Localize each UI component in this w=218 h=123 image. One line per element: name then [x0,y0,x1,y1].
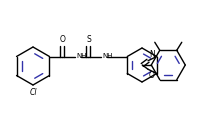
Text: O: O [149,71,155,80]
Text: NH: NH [102,53,112,59]
Text: NH: NH [76,53,87,59]
Text: S: S [86,35,91,44]
Text: N: N [149,50,155,59]
Text: O: O [60,35,65,44]
Text: Cl: Cl [29,88,37,97]
